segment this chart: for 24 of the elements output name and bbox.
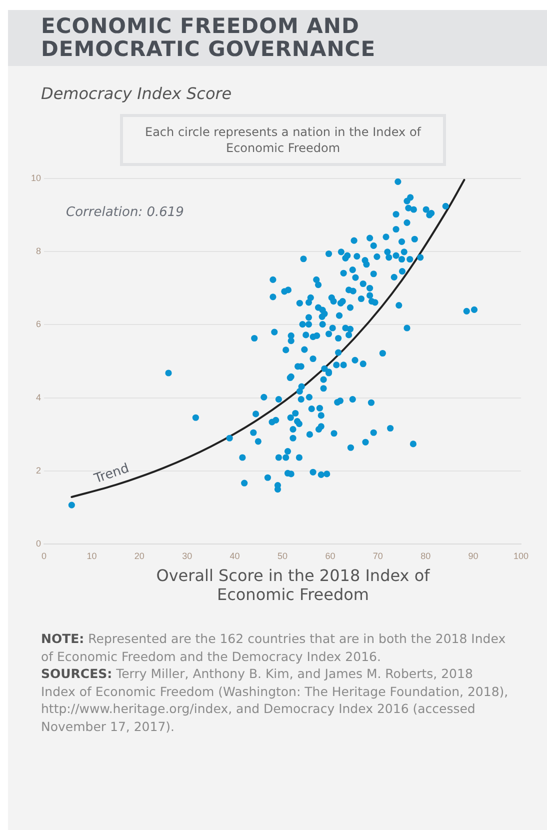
annotation: Correlation: 0.619: [66, 204, 184, 220]
x-tick-label: 80: [420, 551, 431, 562]
y-tick-label: 4: [36, 392, 42, 402]
text: NOTE: Represented are the 162 countries that are in both the 2018 Index of Economic Freedom and the Democracy Index 2016.: [41, 630, 507, 665]
text: Each circle represents a nation in the Index of Economic Freedom: [120, 114, 446, 166]
x-tick-label: 90: [468, 551, 478, 562]
y-tick-label: 0: [36, 538, 42, 549]
x-tick-label: 50: [278, 551, 288, 562]
y-tick-label: 10: [30, 172, 42, 183]
source-note: SOURCES: Terry Miller, Anthony B. Kim, and James M. Roberts, 2018 Index of Economic Freedom (Washington: The Heritage Foundation, 2018), http://www.heritage.org/index, and Democracy Index 2016 (accessed November 17, 2017).: [41, 665, 510, 735]
chart-title: ECONOMIC FREEDOM AND DEMOCRATIC GOVERNANCE: [41, 14, 377, 61]
x-tick-label: 70: [372, 551, 383, 562]
x-tick-label: 100: [513, 551, 529, 562]
annotation: Trend: [92, 461, 132, 488]
x-tick-label: 10: [86, 551, 97, 562]
y-tick-label: 2: [36, 466, 42, 476]
y-tick-label: 8: [36, 246, 42, 256]
x-tick-label: 30: [182, 551, 192, 562]
x-axis-title: Overall Score in the 2018 Index of Economic Freedom: [155, 566, 431, 604]
x-tick-label: 20: [134, 551, 144, 562]
x-tick-label: 60: [325, 551, 336, 562]
y-axis-title: Democracy Index Score: [41, 84, 232, 103]
x-tick-label: 40: [230, 551, 240, 562]
y-tick-label: 6: [36, 319, 42, 330]
